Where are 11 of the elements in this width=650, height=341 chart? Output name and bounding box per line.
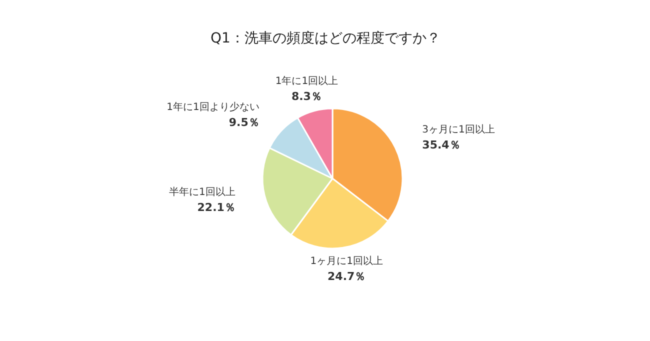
chart-title: Q1：洗車の頻度はどの程度ですか？ — [210, 30, 440, 46]
slice-label: 半年に1回以上 — [169, 186, 236, 198]
data-label: 35.4％ — [422, 138, 460, 152]
data-label: 9.5％ — [228, 116, 260, 130]
data-label: 24.7％ — [328, 270, 366, 284]
slice-label: 1ヶ月に1回以上 — [310, 255, 383, 268]
data-label: 8.3％ — [291, 90, 322, 104]
slice-label: 3ヶ月に1回以上 — [422, 123, 495, 136]
slice-label: 1年に1回以上 — [275, 75, 338, 88]
slice-label: 1年に1回より少ない — [166, 101, 260, 114]
data-label: 22.1％ — [197, 201, 236, 214]
